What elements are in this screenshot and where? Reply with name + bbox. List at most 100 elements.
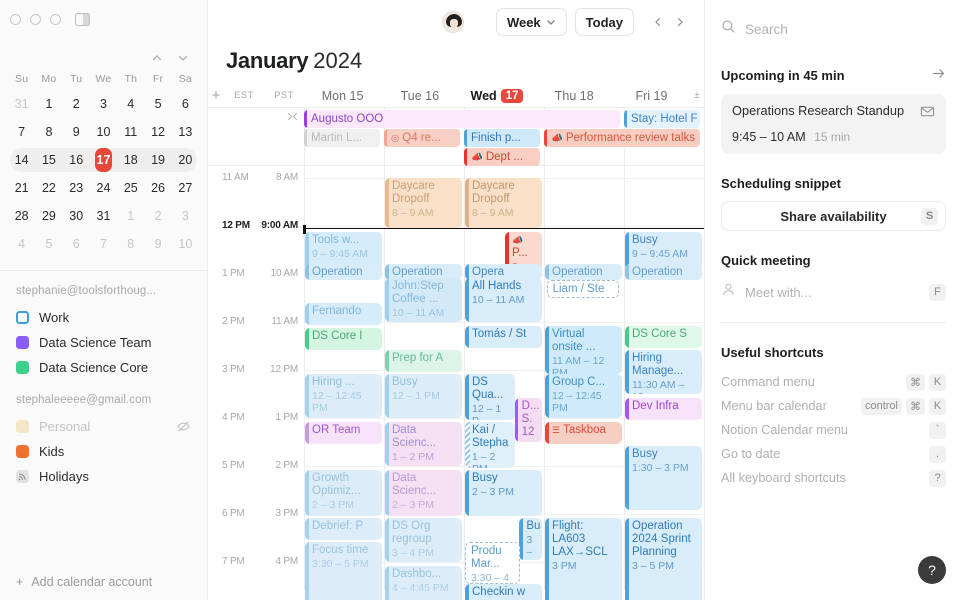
calendar-event[interactable]: Bu 3 – [519,518,542,560]
all-day-event[interactable]: ◎ Q4 re... [384,129,460,147]
window-close-button[interactable] [10,13,21,25]
window-minimize-button[interactable] [30,13,41,25]
calendar-event[interactable]: Fernando [305,303,382,325]
calendar-event[interactable]: Virtual onsite ... 11 AM – 12 PM [545,326,622,374]
timezone-est[interactable]: EST [234,90,254,101]
mini-calendar-today[interactable]: 17 [90,146,117,174]
share-availability-button[interactable]: Share availability S [721,201,946,231]
tz-toggle-icon[interactable]: ± [694,90,700,101]
calendar-event[interactable]: D... S. 12 [514,398,542,442]
shortcut-row-all-keyboard-shortcuts[interactable]: All keyboard shortcuts? [721,466,946,490]
calendar-event[interactable]: Operation [385,264,462,280]
calendar-event[interactable]: Debrief: P [305,518,382,540]
calendar-item-kids[interactable]: Kids [0,439,207,464]
calendar-item-personal[interactable]: Personal [0,414,207,439]
day-header-19[interactable]: Fri 19 [613,89,690,103]
mini-calendar-day[interactable]: 11 [124,125,138,139]
calendar-event[interactable]: Busy 12 – 1 PM [385,374,462,418]
calendar-event[interactable]: Liam / Ste [546,280,619,298]
all-day-event[interactable]: Augusto OOO [304,110,620,128]
calendar-event[interactable]: ☰ Taskboa [545,422,622,444]
mini-calendar-day[interactable]: 29 [41,209,56,223]
mini-calendar-day[interactable]: 19 [151,153,166,167]
calendar-event[interactable]: Produ Mar... 3:30 – 4 [465,542,520,584]
mini-calendar-day[interactable]: 18 [123,153,138,167]
mini-calendar-day[interactable]: 5 [45,237,53,251]
mini-calendar-day[interactable]: 22 [41,181,56,195]
calendar-color-swatch[interactable] [16,311,29,324]
calendar-event[interactable]: DS Qua... 12 – 1 P [465,374,515,420]
all-day-event[interactable]: Stay: Hotel F [624,110,700,128]
calendar-event[interactable]: DS Core I [305,328,382,350]
mini-calendar-day[interactable]: 28 [14,209,29,223]
mini-calendar-day[interactable]: 23 [69,181,84,195]
calendar-event[interactable]: Daycare Dropoff 8 – 9 AM [465,178,542,228]
mini-calendar-day[interactable]: 8 [45,125,53,139]
calendar-event[interactable]: Opera [465,264,542,280]
mini-calendar-day[interactable]: 10 [96,125,111,139]
all-day-event[interactable]: 📣 Performance review talks [544,129,700,147]
mini-calendar-day[interactable]: 16 [69,153,84,167]
mini-calendar-day[interactable]: 9 [154,237,162,251]
calendar-color-swatch[interactable] [16,336,29,349]
upcoming-event-card[interactable]: Operations Research Standup 9:45 – 10 AM… [721,94,946,154]
calendar-event[interactable]: Prep for A [385,350,462,372]
calendar-item-work[interactable]: Work [0,305,207,330]
calendar-event[interactable]: Kai / Stepha 1 – 2 PM [465,422,515,468]
mini-calendar-day[interactable]: 20 [178,153,193,167]
mini-calendar-day[interactable]: 15 [41,153,56,167]
calendar-item-holidays[interactable]: Holidays [0,464,207,489]
mini-calendar-day[interactable]: 2 [72,97,80,111]
shortcut-row-go-to-date[interactable]: Go to date. [721,442,946,466]
mini-calendar-day[interactable]: 31 [96,209,111,223]
calendar-event[interactable]: DS Core S [625,326,702,348]
timezone-pst[interactable]: PST [274,90,294,101]
mini-calendar-day[interactable]: 6 [72,237,80,251]
calendar-event[interactable]: Focus time 3:30 – 5 PM [305,542,382,600]
day-header-17[interactable]: Wed 17 [458,88,535,103]
help-button[interactable]: ? [918,556,946,584]
calendar-event[interactable]: OR Team [305,422,382,444]
mini-calendar-day[interactable]: 26 [151,181,166,195]
mini-calendar-day[interactable]: 9 [72,125,80,139]
view-select[interactable]: Week [495,8,567,36]
all-day-event[interactable]: 📣 Dept ... [464,148,540,166]
shortcut-row-notion-calendar-menu[interactable]: Notion Calendar menu ` [721,418,946,442]
today-button[interactable]: Today [574,8,634,36]
eye-off-icon[interactable] [176,419,191,434]
mini-calendar-day[interactable]: 5 [154,97,162,111]
window-maximize-button[interactable] [50,13,61,25]
collapse-allday-icon[interactable] [208,108,304,165]
calendar-event[interactable]: Dashbo... 4 – 4:45 PM [385,566,462,600]
calendar-color-swatch[interactable] [16,445,29,458]
calendar-event[interactable]: Dev Infra [625,398,702,420]
calendar-event[interactable]: Operation 2024 Sprint Planning 3 – 5 PM [625,518,702,600]
shortcut-row-command-menu[interactable]: Command menu ⌘ K [721,370,946,394]
calendar-event[interactable]: Busy 1:30 – 3 PM [625,446,702,510]
mini-calendar-day[interactable]: 24 [96,181,111,195]
chevron-up-icon[interactable] [149,50,165,66]
arrow-right-icon[interactable] [931,66,946,84]
mini-calendar-day[interactable]: 4 [127,97,135,111]
calendar-color-swatch[interactable] [16,420,29,433]
mini-calendar-day[interactable]: 4 [18,237,26,251]
mini-calendar-day[interactable]: 30 [69,209,84,223]
calendar-color-swatch[interactable] [16,361,29,374]
chevron-right-icon[interactable] [670,10,690,34]
mini-calendar-day[interactable]: 3 [181,209,189,223]
calendar-event[interactable]: Data Scienc... 2 – 3 PM [385,470,462,516]
mini-calendar-day[interactable]: 2 [154,209,162,223]
mini-calendar-day[interactable]: 8 [127,237,135,251]
meet-with-input-row[interactable]: Meet with... F [721,278,946,306]
calendar-event[interactable]: Busy 2 – 3 PM [465,470,542,516]
plus-icon[interactable]: + [211,87,221,104]
search-input[interactable] [745,21,925,37]
chevron-left-icon[interactable] [648,10,668,34]
mini-calendar-day[interactable]: 27 [178,181,193,195]
calendar-event[interactable]: Data Scienc... 1 – 2 PM [385,422,462,466]
calendar-item-data-science-core[interactable]: Data Science Core [0,355,207,380]
mini-calendar-day[interactable]: 1 [127,209,135,223]
panel-layout-icon[interactable] [75,12,90,26]
calendar-event[interactable]: All Hands 10 – 11 AM [465,278,542,322]
day-header-16[interactable]: Tue 16 [381,89,458,103]
